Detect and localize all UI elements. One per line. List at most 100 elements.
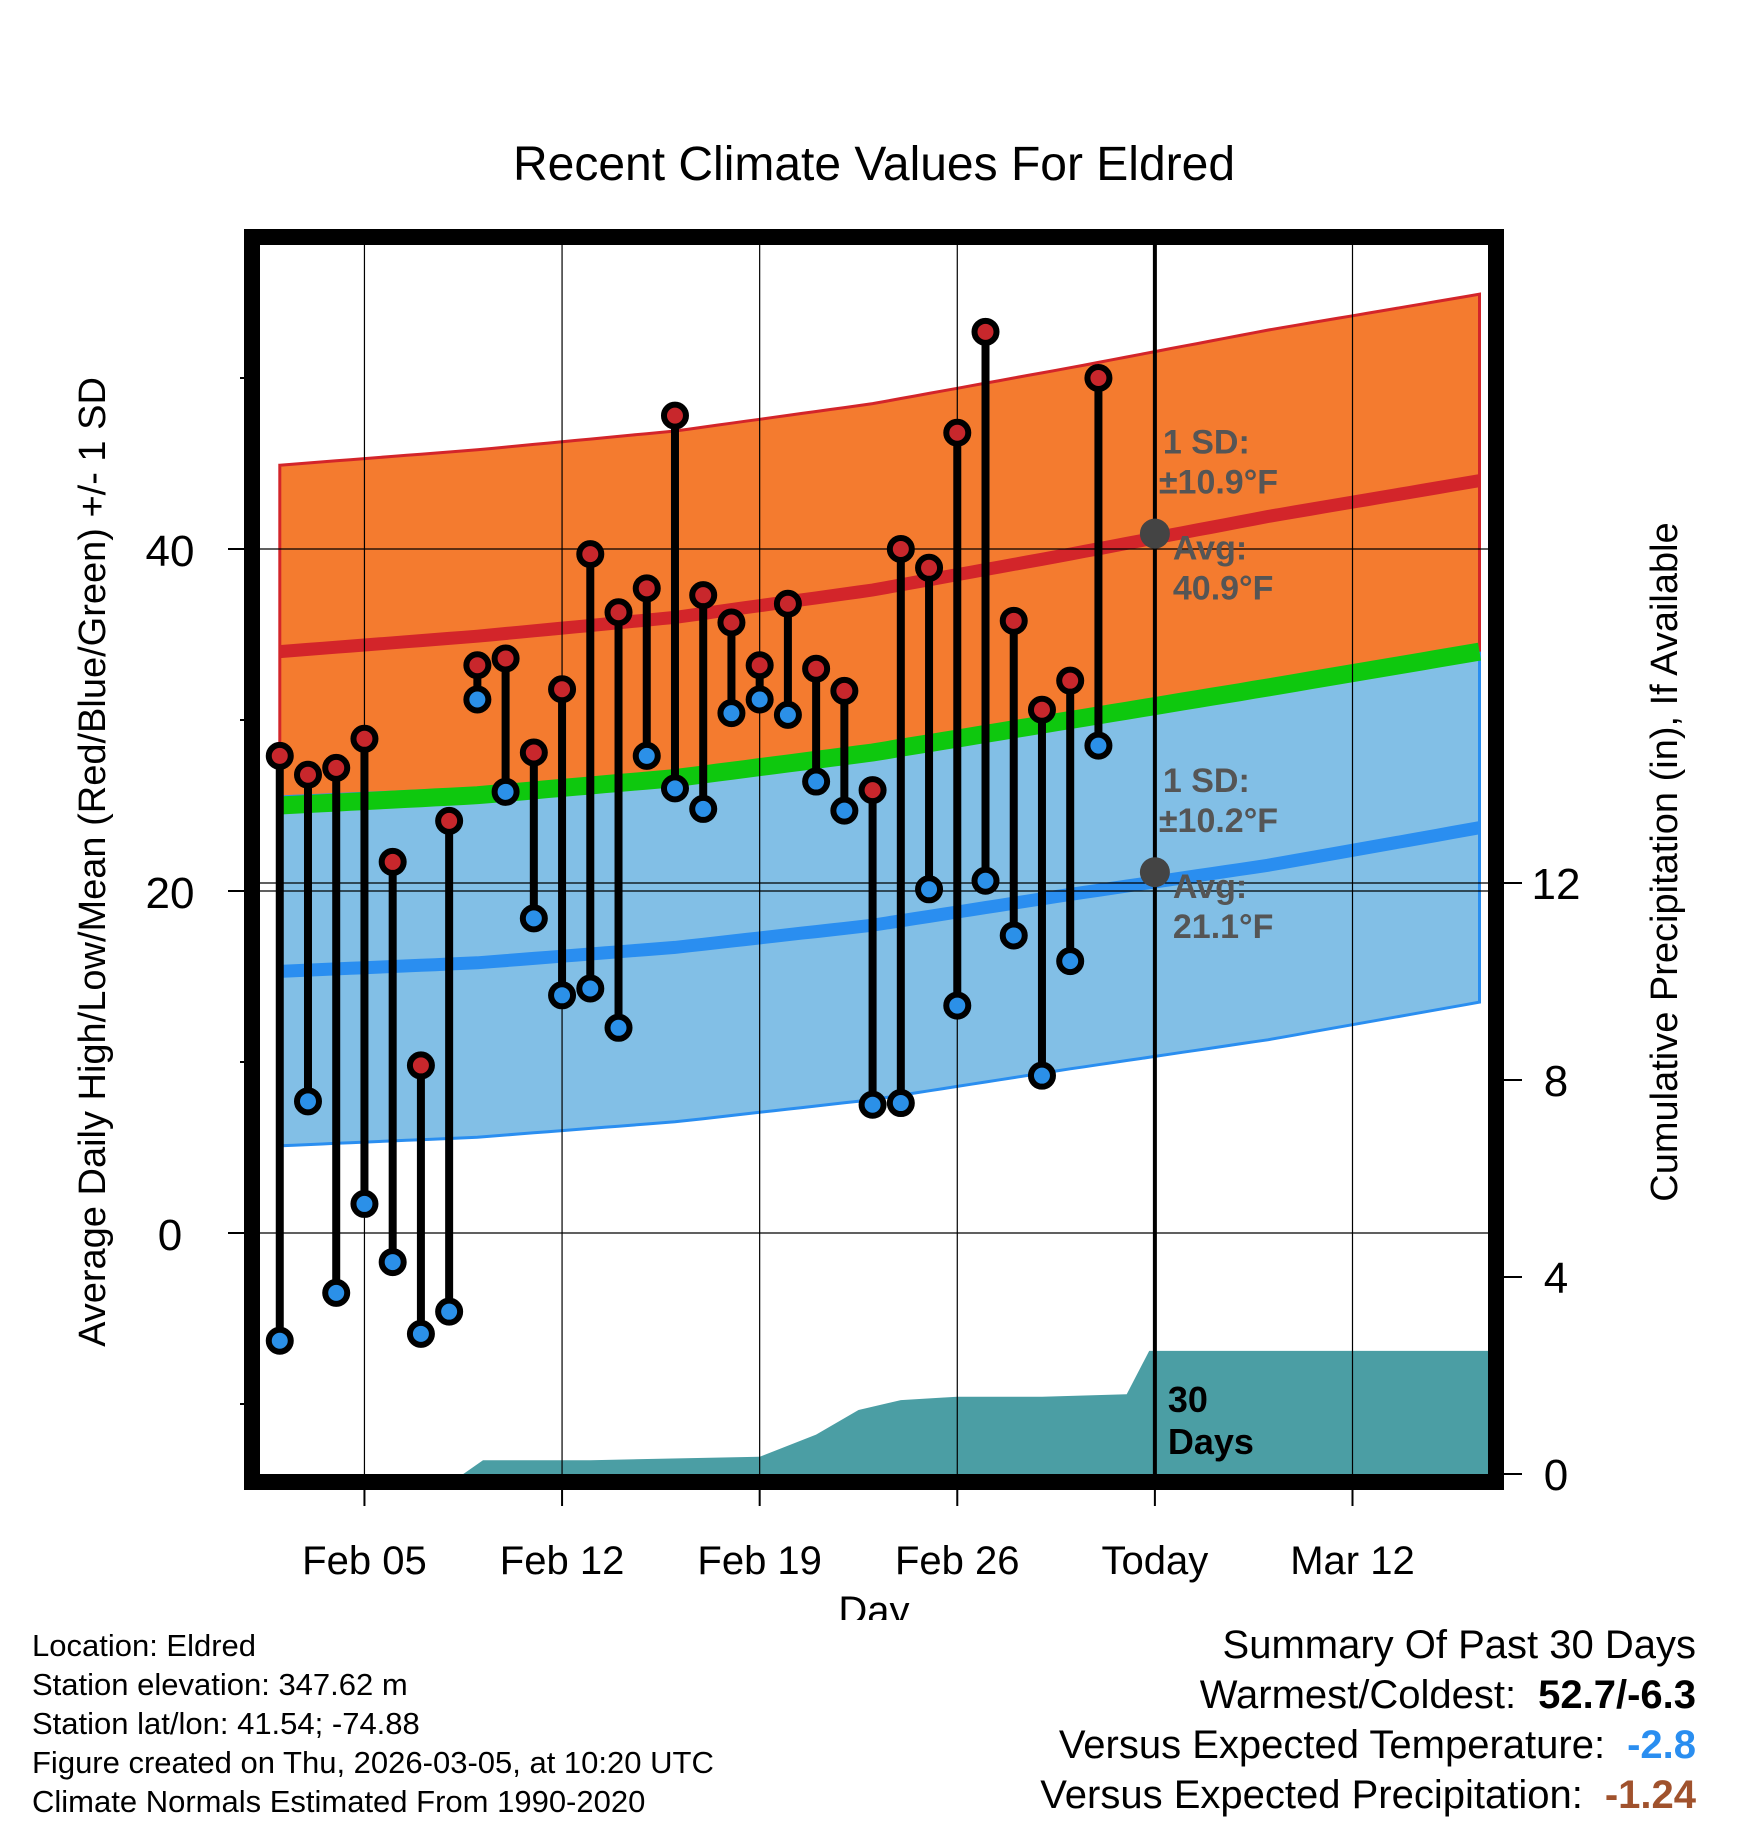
daily-low-point <box>378 1248 407 1277</box>
daily-low-point <box>745 685 774 714</box>
daily-high-point <box>350 724 379 753</box>
daily-high-point <box>576 540 605 569</box>
daily-low-point <box>491 777 520 806</box>
summary-title: Summary Of Past 30 Days <box>1222 1623 1696 1667</box>
x-tick-label: Feb 12 <box>500 1539 625 1583</box>
warmest-label: Warmest/Coldest: <box>1199 1673 1517 1717</box>
daily-low-point <box>576 974 605 1003</box>
low-avg-value: 21.1°F <box>1173 908 1274 946</box>
low-avg-label: Avg: <box>1173 868 1247 906</box>
high-avg-marker <box>1139 518 1170 549</box>
y2-tick-label: 12 <box>1532 860 1581 909</box>
daily-low-point <box>435 1297 464 1326</box>
daily-low-point <box>406 1319 435 1348</box>
warmest-coldest-row: Warmest/Coldest: 52.7/-6.3 <box>1040 1670 1696 1720</box>
high-sd-value: ±10.9°F <box>1159 464 1278 502</box>
daily-low-point <box>943 991 972 1020</box>
daily-high-point <box>293 760 322 789</box>
daily-low-point <box>350 1189 379 1218</box>
high-avg-label: Avg: <box>1173 530 1247 568</box>
daily-low-point <box>802 767 831 796</box>
x-tick-label: Feb 05 <box>302 1539 427 1583</box>
low-sd-value: ±10.2°F <box>1159 802 1278 840</box>
daily-high-point <box>406 1051 435 1080</box>
x-axis-label: Day <box>838 1589 909 1620</box>
mean-normal-line <box>279 642 1482 815</box>
daily-high-point <box>802 654 831 683</box>
daily-low-point <box>519 904 548 933</box>
daily-low-point <box>1056 947 1085 976</box>
daily-high-point <box>773 589 802 618</box>
plot-frame <box>244 229 1504 1490</box>
precip-period-number: 30 <box>1168 1379 1208 1420</box>
daily-high-point <box>519 738 548 767</box>
daily-high-point <box>548 675 577 704</box>
daily-high-point <box>378 847 407 876</box>
low-normal-line <box>279 821 1481 978</box>
temp-departure-label: Versus Expected Temperature: <box>1058 1723 1606 1767</box>
high-avg-value: 40.9°F <box>1173 570 1274 608</box>
temp-departure-row: Versus Expected Temperature: -2.8 <box>1040 1720 1696 1770</box>
y-tick-label: 0 <box>158 1211 182 1260</box>
daily-low-point <box>548 981 577 1010</box>
x-tick-label: Feb 26 <box>895 1539 1020 1583</box>
daily-low-point <box>1084 731 1113 760</box>
high-normal-line <box>279 474 1481 659</box>
precip-departure-label: Versus Expected Precipitation: <box>1040 1773 1583 1817</box>
x-tick-label: Today <box>1102 1539 1209 1583</box>
y2-axis-label: Cumulative Precipitation (in), If Availa… <box>1644 522 1686 1201</box>
daily-high-point <box>435 806 464 835</box>
high-sd-label: 1 SD: <box>1163 424 1250 462</box>
y2-tick-label: 4 <box>1544 1254 1568 1303</box>
daily-low-point <box>265 1326 294 1355</box>
daily-high-point <box>745 651 774 680</box>
daily-low-point <box>604 1013 633 1042</box>
climate-chart: Recent Climate Values For Eldred 1 SD:±1… <box>72 138 1686 1620</box>
daily-high-point <box>1027 695 1056 724</box>
temp-departure-value: -2.8 <box>1627 1723 1696 1767</box>
low-avg-marker <box>1139 857 1170 888</box>
daily-high-point <box>491 644 520 673</box>
daily-low-point <box>858 1090 887 1119</box>
created-text: Figure created on Thu, 2026-03-05, at 10… <box>32 1745 714 1780</box>
elevation-text: Station elevation: 347.62 m <box>32 1667 408 1702</box>
precip-area <box>463 1350 1488 1474</box>
summary-panel: Summary Of Past 30 Days Warmest/Coldest:… <box>1040 1620 1696 1820</box>
daily-low-point <box>717 699 746 728</box>
daily-low-point <box>463 685 492 714</box>
chart-title: Recent Climate Values For Eldred <box>513 138 1235 191</box>
daily-high-point <box>886 535 915 563</box>
x-tick-label: Mar 12 <box>1290 1539 1415 1583</box>
daily-low-point <box>689 794 718 823</box>
daily-low-point <box>1027 1061 1056 1090</box>
daily-high-point <box>632 574 661 603</box>
daily-low-point <box>999 921 1028 950</box>
y-tick-label: 40 <box>146 527 195 576</box>
normals-text: Climate Normals Estimated From 1990-2020 <box>32 1784 646 1819</box>
y2-tick-label: 0 <box>1544 1451 1568 1500</box>
daily-low-point <box>971 866 1000 895</box>
x-tick-label: Feb 19 <box>697 1539 822 1583</box>
daily-high-point <box>915 553 944 582</box>
y-axis-label: Average Daily High/Low/Mean (Red/Blue/Gr… <box>72 377 114 1347</box>
daily-high-point <box>999 606 1028 635</box>
daily-high-point <box>660 401 689 430</box>
daily-low-point <box>322 1278 351 1307</box>
warmest-value: 52.7/-6.3 <box>1538 1673 1696 1717</box>
station-info: Location: Eldred Station elevation: 347.… <box>32 1626 714 1821</box>
precip-period-unit: Days <box>1168 1421 1254 1462</box>
daily-high-point <box>322 753 351 782</box>
daily-low-point <box>660 774 689 803</box>
daily-high-point <box>463 651 492 680</box>
daily-high-point <box>1056 666 1085 695</box>
daily-high-point <box>689 581 718 610</box>
daily-high-point <box>1084 364 1113 392</box>
latlon-text: Station lat/lon: 41.54; -74.88 <box>32 1706 420 1741</box>
daily-high-point <box>858 776 887 805</box>
daily-high-point <box>265 741 294 770</box>
daily-high-point <box>717 608 746 637</box>
location-text: Location: Eldred <box>32 1628 257 1663</box>
precip-departure-row: Versus Expected Precipitation: -1.24 <box>1040 1770 1696 1820</box>
daily-high-point <box>943 418 972 447</box>
